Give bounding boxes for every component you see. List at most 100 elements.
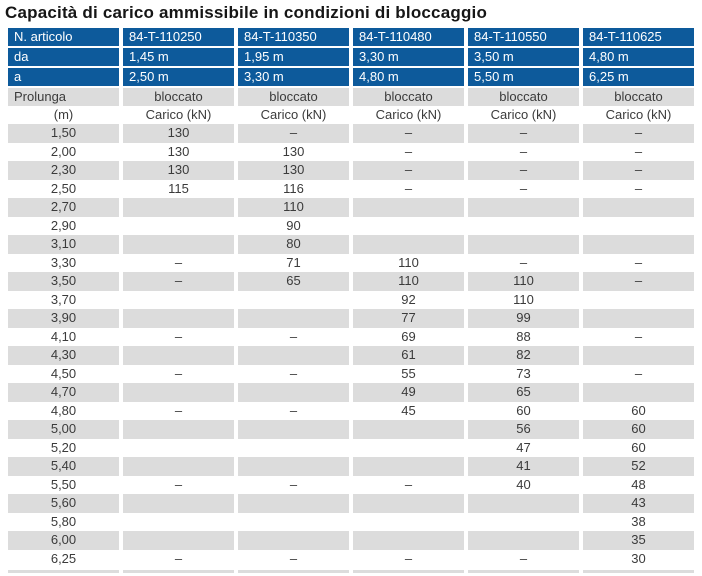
load-value — [583, 290, 694, 309]
load-value — [238, 438, 349, 457]
load-value — [123, 346, 234, 365]
load-value: 130 — [238, 161, 349, 180]
prolunga-m-value: 3,90 — [8, 309, 119, 328]
load-value — [238, 346, 349, 365]
bloccato-label: bloccato — [123, 88, 234, 106]
load-value: – — [238, 124, 349, 143]
bloccato-label: bloccato — [583, 88, 694, 106]
load-value: 61 — [353, 346, 464, 365]
bloccato-label: bloccato — [238, 88, 349, 106]
table-row: 2,70 110 — [8, 198, 694, 217]
load-value: – — [238, 401, 349, 420]
da-value: 1,95 m — [238, 48, 349, 66]
load-value — [353, 531, 464, 550]
load-value: 45 — [353, 401, 464, 420]
load-value — [468, 494, 579, 513]
load-value: 60 — [583, 401, 694, 420]
table-row: 2,50 115 116– – – — [8, 179, 694, 198]
load-value: – — [123, 475, 234, 494]
load-value: 60 — [468, 401, 579, 420]
load-value: 82 — [468, 346, 579, 365]
prolunga-m-value: 2,70 — [8, 198, 119, 217]
prolunga-m-value: 4,70 — [8, 383, 119, 402]
prolunga-label: Prolunga — [8, 88, 119, 106]
load-value: 115 — [123, 179, 234, 198]
table-row: 4,30 61 82 — [8, 346, 694, 365]
unit-header-row: (m) Carico (kN) Carico (kN) Carico (kN) … — [8, 106, 694, 124]
load-value — [123, 512, 234, 531]
load-value: 90 — [238, 216, 349, 235]
load-value: – — [468, 124, 579, 143]
load-value: – — [353, 549, 464, 568]
load-value: – — [583, 124, 694, 143]
load-value — [123, 290, 234, 309]
prolunga-m-value: 5,60 — [8, 494, 119, 513]
load-value — [123, 235, 234, 254]
load-value: – — [468, 253, 579, 272]
prolunga-m-value: 5,80 — [8, 512, 119, 531]
table-row: 5,50– – –40 48 — [8, 475, 694, 494]
prolunga-m-value: 5,50 — [8, 475, 119, 494]
load-value: 110 — [238, 198, 349, 217]
load-value — [353, 438, 464, 457]
prolunga-m-value: 5,20 — [8, 438, 119, 457]
load-value — [468, 512, 579, 531]
load-value: 80 — [238, 235, 349, 254]
table-row: 5,40 41 52 — [8, 457, 694, 476]
load-value: 130 — [123, 161, 234, 180]
load-value — [238, 383, 349, 402]
load-value — [468, 235, 579, 254]
load-value — [123, 309, 234, 328]
prolunga-m-value: 2,00 — [8, 142, 119, 161]
load-value: – — [583, 272, 694, 291]
prolunga-m-value: 2,30 — [8, 161, 119, 180]
load-value: 110 — [353, 272, 464, 291]
prolunga-m-value: 4,30 — [8, 346, 119, 365]
load-value: – — [123, 253, 234, 272]
load-value: – — [353, 475, 464, 494]
load-value: 38 — [583, 512, 694, 531]
load-value — [123, 494, 234, 513]
da-value: 4,80 m — [583, 48, 694, 66]
carico-label: Carico (kN) — [145, 107, 212, 122]
load-value — [123, 216, 234, 235]
table-row: 4,70 49 65 — [8, 383, 694, 402]
load-value: 43 — [583, 494, 694, 513]
article-number: 84-T-110350 — [238, 28, 349, 46]
table-row: 6,00 35 — [8, 531, 694, 550]
load-value: – — [238, 549, 349, 568]
carico-label: Carico (kN) — [490, 107, 557, 122]
a-value: 3,30 m — [238, 68, 349, 86]
load-value: – — [583, 253, 694, 272]
load-capacity-table: N. articolo 84-T-110250 84-T-110350 84-T… — [8, 28, 694, 573]
load-value: – — [353, 142, 464, 161]
load-value — [353, 420, 464, 439]
load-value — [353, 494, 464, 513]
load-value: 88 — [468, 327, 579, 346]
load-value — [468, 216, 579, 235]
prolunga-m-value: 3,50 — [8, 272, 119, 291]
load-value — [583, 346, 694, 365]
load-value: – — [353, 161, 464, 180]
load-value — [123, 438, 234, 457]
load-value: 69 — [353, 327, 464, 346]
prolunga-m-value: 1,50 — [8, 124, 119, 143]
bottom-partial-cell — [238, 570, 349, 573]
a-value: 4,80 m — [353, 68, 464, 86]
a-value: 6,25 m — [583, 68, 694, 86]
load-value — [238, 457, 349, 476]
load-value: 48 — [583, 475, 694, 494]
load-value — [353, 457, 464, 476]
da-value: 3,50 m — [468, 48, 579, 66]
load-value: 49 — [353, 383, 464, 402]
load-value: – — [238, 327, 349, 346]
load-value — [353, 235, 464, 254]
load-value — [583, 235, 694, 254]
load-value — [238, 290, 349, 309]
carico-label: Carico (kN) — [260, 107, 327, 122]
table-row: 4,10– –69 88– — [8, 327, 694, 346]
carico-label: Carico (kN) — [605, 107, 672, 122]
prolunga-m-value: 3,10 — [8, 235, 119, 254]
bottom-partial-row — [8, 570, 694, 573]
load-value: 73 — [468, 364, 579, 383]
